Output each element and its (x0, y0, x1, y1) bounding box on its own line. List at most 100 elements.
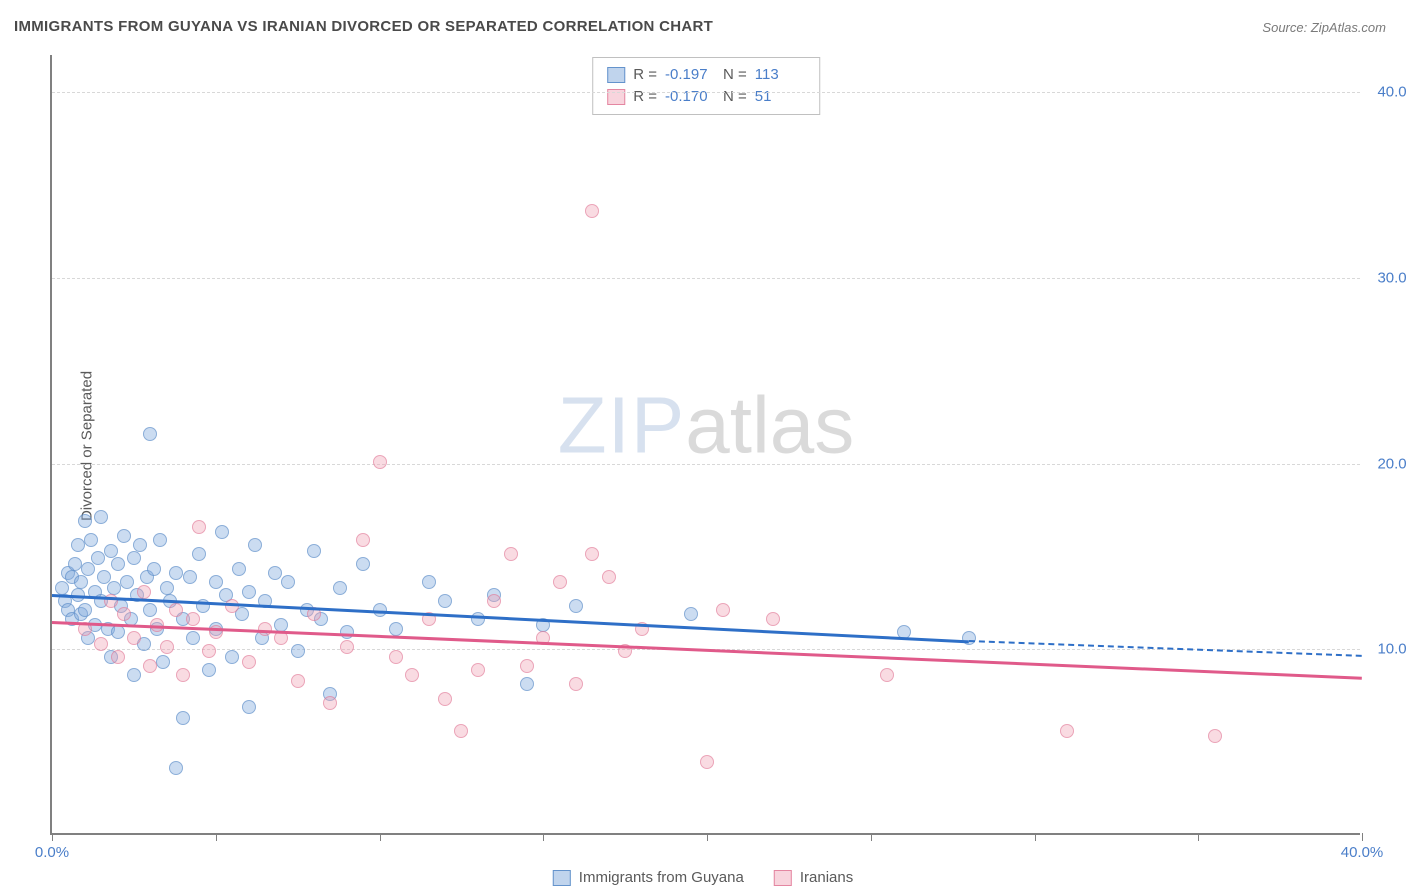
scatter-point (153, 533, 167, 547)
scatter-point (68, 557, 82, 571)
scatter-point (78, 514, 92, 528)
x-tick (1198, 833, 1199, 841)
source-name: ZipAtlas.com (1311, 20, 1386, 35)
scatter-point (520, 677, 534, 691)
scatter-point (684, 607, 698, 621)
scatter-point (438, 594, 452, 608)
scatter-point (120, 575, 134, 589)
scatter-point (127, 551, 141, 565)
scatter-point (716, 603, 730, 617)
scatter-point (323, 696, 337, 710)
n-value: 113 (755, 64, 805, 86)
x-tick-label: 40.0% (1341, 844, 1384, 861)
scatter-point (156, 655, 170, 669)
scatter-point (94, 637, 108, 651)
scatter-point (94, 510, 108, 524)
scatter-point (242, 585, 256, 599)
scatter-point (520, 659, 534, 673)
scatter-point (81, 562, 95, 576)
scatter-point (169, 603, 183, 617)
x-tick (543, 833, 544, 841)
scatter-point (1060, 724, 1074, 738)
scatter-point (766, 612, 780, 626)
x-tick (1035, 833, 1036, 841)
r-value: -0.170 (665, 86, 715, 108)
legend-row-s1: R = -0.197 N = 113 (607, 64, 805, 86)
scatter-point (111, 557, 125, 571)
scatter-point (291, 674, 305, 688)
scatter-point (91, 551, 105, 565)
scatter-point (143, 603, 157, 617)
scatter-point (117, 607, 131, 621)
scatter-point (454, 724, 468, 738)
scatter-point (962, 631, 976, 645)
gridline (52, 278, 1360, 279)
source-label: Source: (1262, 20, 1307, 35)
scatter-point (160, 640, 174, 654)
scatter-point (242, 655, 256, 669)
scatter-point (553, 575, 567, 589)
scatter-point (471, 663, 485, 677)
scatter-point (585, 547, 599, 561)
r-value: -0.197 (665, 64, 715, 86)
x-tick (1362, 833, 1363, 841)
n-label: N = (723, 86, 747, 108)
scatter-point (602, 570, 616, 584)
scatter-point (202, 644, 216, 658)
scatter-point (117, 529, 131, 543)
scatter-point (281, 575, 295, 589)
scatter-point (143, 659, 157, 673)
correlation-chart: IMMIGRANTS FROM GUYANA VS IRANIAN DIVORC… (0, 0, 1406, 892)
scatter-point (356, 557, 370, 571)
scatter-point (232, 562, 246, 576)
y-tick-label: 20.0% (1365, 455, 1406, 472)
scatter-point (55, 581, 69, 595)
scatter-point (569, 677, 583, 691)
scatter-point (248, 538, 262, 552)
scatter-point (268, 566, 282, 580)
scatter-point (192, 547, 206, 561)
scatter-point (340, 640, 354, 654)
scatter-point (438, 692, 452, 706)
n-value: 51 (755, 86, 805, 108)
scatter-point (192, 520, 206, 534)
scatter-point (291, 644, 305, 658)
scatter-point (176, 711, 190, 725)
scatter-point (880, 668, 894, 682)
scatter-point (160, 581, 174, 595)
scatter-point (215, 525, 229, 539)
y-tick-label: 10.0% (1365, 641, 1406, 658)
scatter-point (242, 700, 256, 714)
scatter-point (373, 455, 387, 469)
swatch-icon (774, 870, 792, 886)
scatter-point (700, 755, 714, 769)
scatter-point (107, 581, 121, 595)
scatter-point (169, 761, 183, 775)
x-tick (871, 833, 872, 841)
scatter-point (137, 585, 151, 599)
legend-item-s1: Immigrants from Guyana (553, 869, 744, 886)
gridline (52, 464, 1360, 465)
scatter-point (186, 631, 200, 645)
scatter-point (258, 622, 272, 636)
x-tick (380, 833, 381, 841)
y-tick-label: 40.0% (1365, 84, 1406, 101)
watermark-atlas: atlas (685, 381, 854, 470)
series-legend: Immigrants from Guyana Iranians (553, 869, 853, 886)
scatter-point (78, 603, 92, 617)
scatter-point (333, 581, 347, 595)
trendline (52, 621, 1362, 679)
watermark: ZIPatlas (558, 380, 854, 472)
swatch-icon (553, 870, 571, 886)
x-tick (707, 833, 708, 841)
plot-area: ZIPatlas R = -0.197 N = 113 R = -0.170 N… (50, 55, 1360, 835)
scatter-point (1208, 729, 1222, 743)
scatter-point (389, 622, 403, 636)
source-attribution: Source: ZipAtlas.com (1262, 20, 1386, 35)
scatter-point (111, 650, 125, 664)
scatter-point (225, 650, 239, 664)
r-label: R = (633, 86, 657, 108)
scatter-point (71, 538, 85, 552)
scatter-point (307, 544, 321, 558)
scatter-point (143, 427, 157, 441)
